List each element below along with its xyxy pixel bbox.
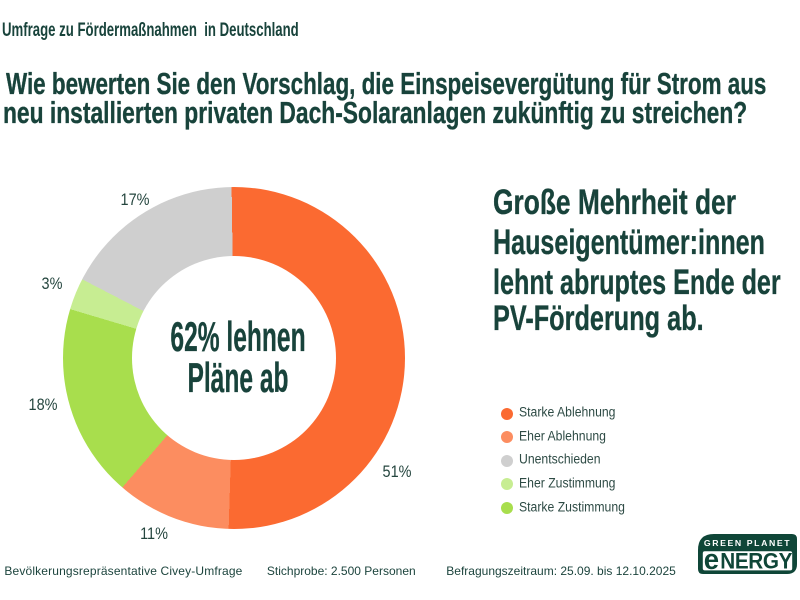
- svg-text:e: e: [704, 542, 719, 574]
- svg-text:NERGY: NERGY: [720, 549, 792, 574]
- svg-text:GREEN PLANET: GREEN PLANET: [704, 538, 791, 548]
